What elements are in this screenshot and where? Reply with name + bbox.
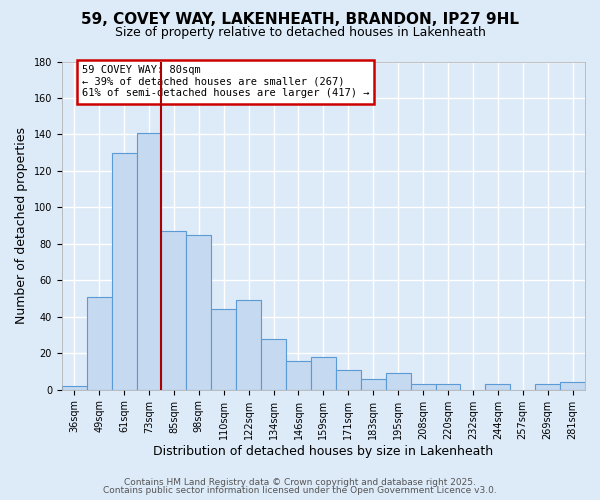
Bar (137, 132, 161, 390)
Bar (161, 231, 187, 390)
Bar (386, 374, 410, 390)
Bar (86, 296, 112, 390)
Bar (311, 357, 336, 390)
Bar (361, 379, 386, 390)
Bar (211, 310, 236, 390)
Bar (560, 382, 585, 390)
Text: 59, COVEY WAY, LAKENHEATH, BRANDON, IP27 9HL: 59, COVEY WAY, LAKENHEATH, BRANDON, IP27… (81, 12, 519, 28)
Bar (535, 384, 560, 390)
Bar (410, 384, 436, 390)
Text: Size of property relative to detached houses in Lakenheath: Size of property relative to detached ho… (115, 26, 485, 39)
Bar (336, 370, 361, 390)
Bar (286, 360, 311, 390)
Bar (62, 386, 86, 390)
Bar (236, 300, 261, 390)
Y-axis label: Number of detached properties: Number of detached properties (15, 127, 28, 324)
Text: Contains HM Land Registry data © Crown copyright and database right 2025.: Contains HM Land Registry data © Crown c… (124, 478, 476, 487)
Bar (112, 152, 137, 390)
Bar (187, 234, 211, 390)
Text: 59 COVEY WAY: 80sqm
← 39% of detached houses are smaller (267)
61% of semi-detac: 59 COVEY WAY: 80sqm ← 39% of detached ho… (82, 65, 369, 98)
Bar (436, 384, 460, 390)
Bar (261, 338, 286, 390)
Bar (485, 384, 510, 390)
Text: Contains public sector information licensed under the Open Government Licence v3: Contains public sector information licen… (103, 486, 497, 495)
X-axis label: Distribution of detached houses by size in Lakenheath: Distribution of detached houses by size … (154, 444, 493, 458)
